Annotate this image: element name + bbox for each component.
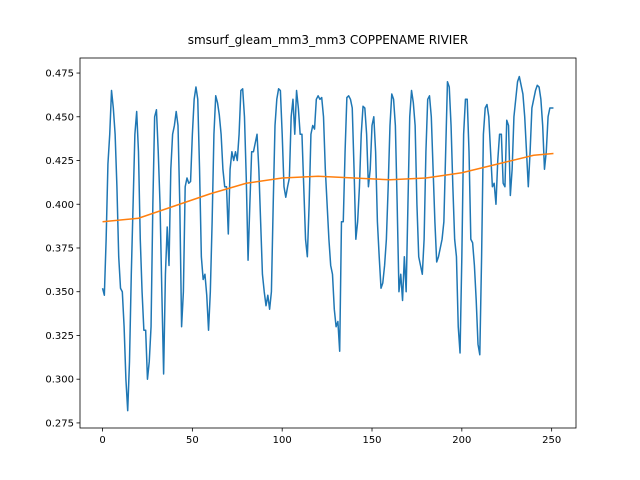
series-line (102, 152, 554, 223)
x-tick-label: 100 (273, 435, 292, 446)
y-tick-label: 0.475 (45, 69, 74, 80)
y-tick-label: 0.425 (45, 156, 74, 167)
y-tick-label: 0.400 (45, 200, 74, 211)
series-line (101, 75, 554, 412)
plot-frame (79, 57, 577, 429)
x-tick-label: 250 (542, 435, 561, 446)
x-tick-label: 200 (452, 435, 471, 446)
x-tick-label: 150 (362, 435, 381, 446)
y-tick-label: 0.375 (45, 243, 74, 254)
y-tick-label: 0.450 (45, 112, 74, 123)
x-tick-label: 0 (99, 435, 105, 446)
y-tick-label: 0.350 (45, 287, 74, 298)
y-tick-label: 0.300 (45, 375, 74, 386)
x-tick-label: 50 (186, 435, 199, 446)
chart-title: smsurf_gleam_mm3_mm3 COPPENAME RIVIER (188, 33, 469, 47)
y-tick-label: 0.275 (45, 418, 74, 429)
y-tick-label: 0.325 (45, 331, 74, 342)
